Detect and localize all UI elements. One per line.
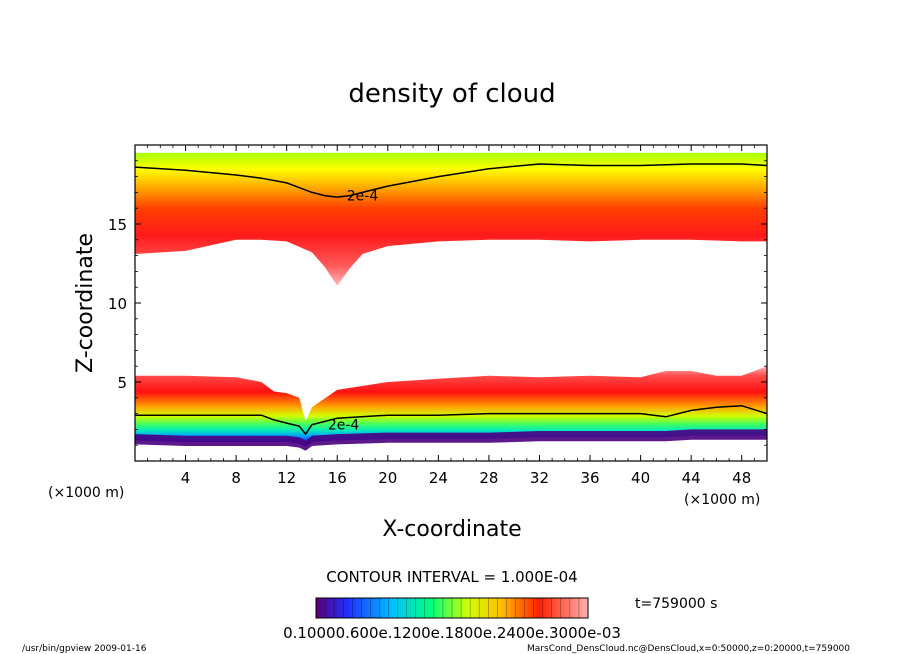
x-tick-label: 12 <box>277 469 296 487</box>
x-tick-label: 36 <box>580 469 599 487</box>
y-tick-label: 10 <box>108 295 127 313</box>
colorbar-ticks <box>324 598 580 618</box>
footer-left: /usr/bin/gpview 2009-01-16 <box>22 644 147 654</box>
plot-area <box>135 152 767 451</box>
y-axis-label: Z-coordinate <box>73 233 98 373</box>
x-unit-right: (×1000 m) <box>684 492 760 508</box>
x-unit-left: (×1000 m) <box>48 485 124 501</box>
y-tick-label: 15 <box>108 216 127 234</box>
lower-cloud-layer <box>135 366 767 447</box>
x-axis: 4 8 12 16 20 24 28 32 36 40 44 48 <box>147 145 755 487</box>
chart-title: density of cloud <box>348 79 555 109</box>
colorbar-labels: 0.10000.600e.1200e.1800e.2400e.3000e-03 <box>283 624 621 642</box>
contour-line-lower <box>135 404 767 436</box>
footer-right: MarsCond_DensCloud.nc@DensCloud,x=0:5000… <box>527 644 850 654</box>
x-axis-label: X-coordinate <box>382 517 521 542</box>
x-tick-label: 8 <box>231 469 241 487</box>
x-tick-label: 32 <box>530 469 549 487</box>
contour-label-lower: 2e-4 <box>328 417 360 433</box>
contour-line-upper <box>135 163 767 198</box>
x-tick-label: 44 <box>682 469 701 487</box>
x-tick-label: 16 <box>328 469 347 487</box>
x-tick-label: 24 <box>429 469 448 487</box>
x-tick-label: 40 <box>631 469 650 487</box>
x-tick-label: 48 <box>732 469 751 487</box>
contour-label-upper: 2e-4 <box>347 188 379 204</box>
y-tick-label: 5 <box>117 374 127 392</box>
y-axis: 5 10 15 <box>108 160 767 446</box>
x-tick-label: 4 <box>181 469 191 487</box>
contour-interval-text: CONTOUR INTERVAL = 1.000E-04 <box>326 568 577 586</box>
lower-layer-base-band <box>135 429 767 451</box>
x-tick-label: 20 <box>378 469 397 487</box>
time-label: t=759000 s <box>635 596 717 612</box>
x-tick-label: 28 <box>479 469 498 487</box>
upper-cloud-layer <box>135 152 767 286</box>
